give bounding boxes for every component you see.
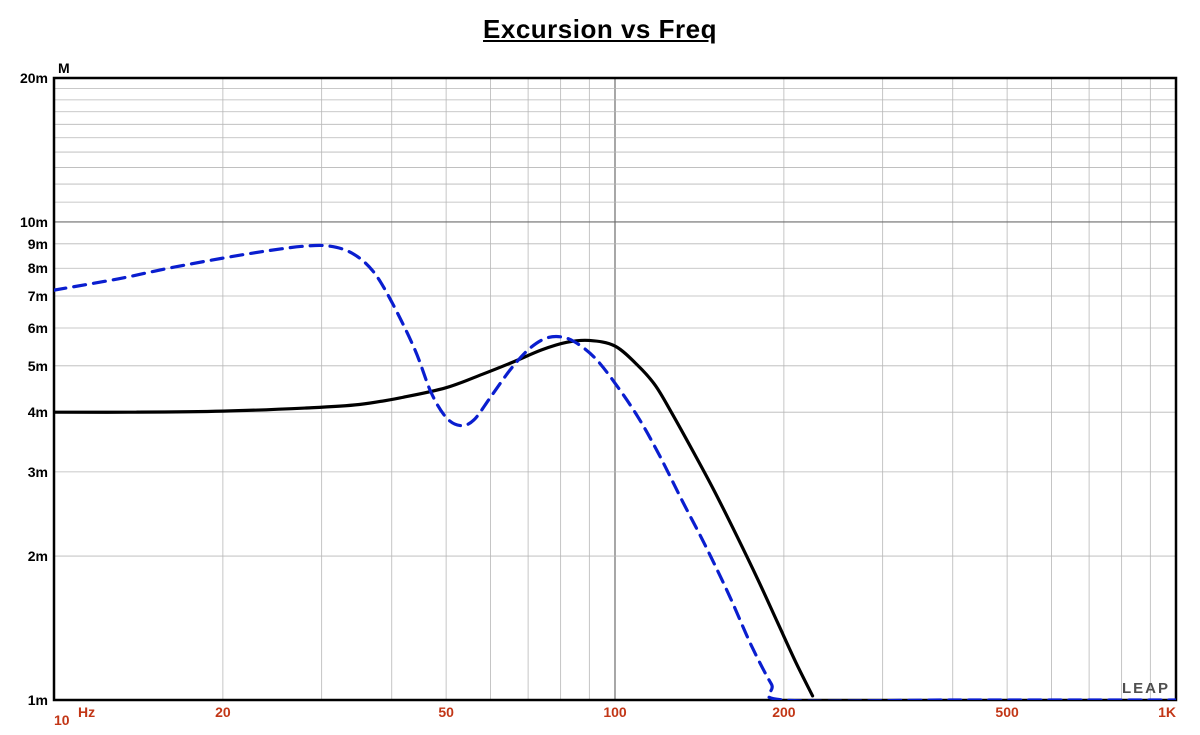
x-tick-label: 500	[995, 704, 1018, 720]
x-unit-label: Hz	[78, 704, 95, 720]
grid	[54, 78, 1176, 700]
y-tick-label: 1m	[28, 692, 48, 708]
x-tick-label: 1K	[1158, 704, 1176, 720]
y-tick-label: 2m	[28, 548, 48, 564]
y-tick-label: 4m	[28, 404, 48, 420]
x-tick-label: 50	[438, 704, 454, 720]
chart-container: { "title": { "text": "Excursion vs Freq"…	[0, 0, 1200, 735]
x-tick-label: 200	[772, 704, 795, 720]
y-tick-label: 5m	[28, 358, 48, 374]
chart-title: Excursion vs Freq	[0, 14, 1200, 45]
y-tick-label: 8m	[28, 260, 48, 276]
y-unit-label: M	[58, 60, 70, 76]
x-tick-label: 20	[215, 704, 231, 720]
y-tick-label: 20m	[20, 70, 48, 86]
plot-area: LEAP	[54, 78, 1176, 700]
y-tick-label: 3m	[28, 464, 48, 480]
chart-svg	[54, 78, 1176, 700]
x-tick-label: 100	[603, 704, 626, 720]
y-tick-label: 6m	[28, 320, 48, 336]
y-tick-label: 10m	[20, 214, 48, 230]
y-tick-label: 7m	[28, 288, 48, 304]
x-tick-label: 10	[54, 712, 70, 728]
y-tick-label: 9m	[28, 236, 48, 252]
